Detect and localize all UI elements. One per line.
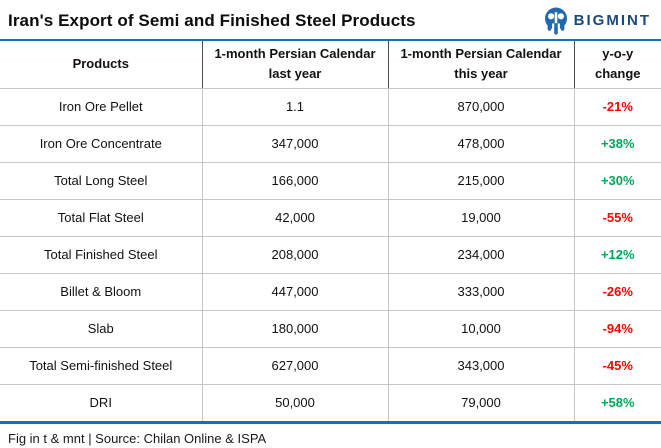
yoy-change-cell: -94% [573, 310, 661, 348]
last-year-cell: 447,000 [201, 273, 388, 311]
bottom-accent-rule [0, 421, 661, 424]
title-bar: Iran's Export of Semi and Finished Steel… [0, 0, 661, 39]
yoy-change-cell: +30% [573, 162, 661, 200]
yoy-change-cell: -55% [573, 199, 661, 237]
last-year-cell: 627,000 [201, 347, 388, 385]
yoy-change-cell: -26% [573, 273, 661, 311]
this-year-cell: 478,000 [387, 125, 574, 163]
header-row: Products 1-month Persian Calendar last y… [0, 41, 661, 89]
yoy-change-cell: +12% [573, 236, 661, 274]
yoy-change-cell: +38% [573, 125, 661, 163]
last-year-cell: 42,000 [201, 199, 388, 237]
table-row: Total Semi-finished Steel 627,000 343,00… [0, 347, 661, 385]
col-header-products: Products [0, 41, 202, 89]
this-year-cell: 10,000 [387, 310, 574, 348]
this-year-cell: 343,000 [387, 347, 574, 385]
last-year-cell: 347,000 [201, 125, 388, 163]
this-year-cell: 870,000 [387, 88, 574, 126]
product-cell: Slab [0, 310, 202, 348]
this-year-cell: 19,000 [387, 199, 574, 237]
yoy-change-cell: +58% [573, 384, 661, 421]
last-year-cell: 1.1 [201, 88, 388, 126]
this-year-cell: 333,000 [387, 273, 574, 311]
table-row: Total Flat Steel 42,000 19,000 -55% [0, 199, 661, 237]
page-title: Iran's Export of Semi and Finished Steel… [8, 10, 416, 30]
yoy-change-cell: -45% [573, 347, 661, 385]
table-header: Products 1-month Persian Calendar last y… [0, 41, 661, 89]
product-cell: Total Semi-finished Steel [0, 347, 202, 385]
col-header-yoy-change: y-o-y change [573, 41, 661, 89]
last-year-cell: 208,000 [201, 236, 388, 274]
this-year-cell: 234,000 [387, 236, 574, 274]
product-cell: Total Long Steel [0, 162, 202, 200]
table-row: Billet & Bloom 447,000 333,000 -26% [0, 273, 661, 311]
last-year-cell: 50,000 [201, 384, 388, 421]
last-year-cell: 180,000 [201, 310, 388, 348]
this-year-cell: 215,000 [387, 162, 574, 200]
this-year-cell: 79,000 [387, 384, 574, 421]
product-cell: Billet & Bloom [0, 273, 202, 311]
table-row: Iron Ore Pellet 1.1 870,000 -21% [0, 88, 661, 126]
col-header-last-year: 1-month Persian Calendar last year [201, 41, 388, 89]
table-row: Iron Ore Concentrate 347,000 478,000 +38… [0, 125, 661, 163]
yoy-change-cell: -21% [573, 88, 661, 126]
top-accent-rule [0, 39, 661, 41]
footer-note: Fig in t & mnt | Source: Chilan Online &… [8, 431, 267, 446]
table-row: Total Long Steel 166,000 215,000 +30% [0, 162, 661, 200]
table-body: Iron Ore Pellet 1.1 870,000 -21% Iron Or… [0, 88, 661, 421]
product-cell: Iron Ore Concentrate [0, 125, 202, 163]
brand-logo: BIGMINT [543, 7, 651, 35]
bigmint-logo-icon [543, 7, 569, 35]
product-cell: DRI [89, 395, 112, 411]
product-cell: Total Flat Steel [0, 199, 202, 237]
table-row: Total Finished Steel 208,000 234,000 +12… [0, 236, 661, 274]
col-header-this-year: 1-month Persian Calendar this year [387, 41, 574, 89]
steel-export-table: Products 1-month Persian Calendar last y… [0, 41, 661, 421]
last-year-cell: 166,000 [201, 162, 388, 200]
product-cell: Total Finished Steel [0, 236, 202, 274]
table-row: Slab 180,000 10,000 -94% [0, 310, 661, 348]
product-cell: Iron Ore Pellet [0, 88, 202, 126]
brand-name: BIGMINT [573, 12, 651, 29]
table-row: DRI 50,000 79,000 +58% [0, 384, 661, 421]
